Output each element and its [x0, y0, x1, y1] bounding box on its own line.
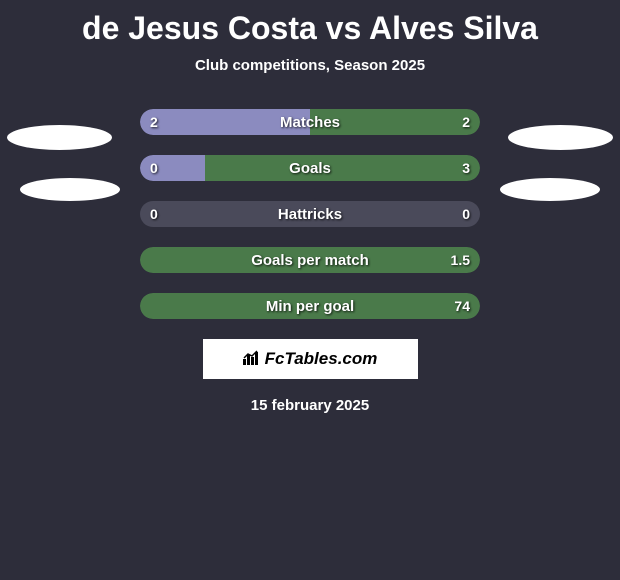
stat-row: Matches2 2 — [0, 109, 620, 135]
value-right: 3 — [462, 155, 470, 181]
value-left: 0 — [150, 201, 158, 227]
value-left: 0 — [150, 155, 158, 181]
value-right: 1.5 — [451, 247, 470, 273]
value-right: 2 — [462, 109, 470, 135]
stats-container: Matches22Goals03Hattricks00Goals per mat… — [0, 109, 620, 319]
stat-row: Hattricks0 0 — [0, 201, 620, 227]
subtitle: Club competitions, Season 2025 — [0, 57, 620, 74]
stat-label: Goals per match — [140, 247, 480, 273]
stat-label: Matches — [140, 109, 480, 135]
stat-label: Goals — [140, 155, 480, 181]
value-right: 74 — [454, 293, 470, 319]
stat-label: Hattricks — [140, 201, 480, 227]
date-text: 15 february 2025 — [0, 397, 620, 414]
stat-row: Goals0 3 — [0, 155, 620, 181]
stat-label: Min per goal — [140, 293, 480, 319]
page-title: de Jesus Costa vs Alves Silva — [0, 0, 620, 47]
value-left: 2 — [150, 109, 158, 135]
value-right: 0 — [462, 201, 470, 227]
branding-text: FcTables.com — [265, 349, 378, 369]
branding-box: FcTables.com — [203, 339, 418, 379]
chart-icon — [243, 349, 261, 370]
stat-row: Goals per match1.5 — [0, 247, 620, 273]
stat-row: Min per goal74 — [0, 293, 620, 319]
